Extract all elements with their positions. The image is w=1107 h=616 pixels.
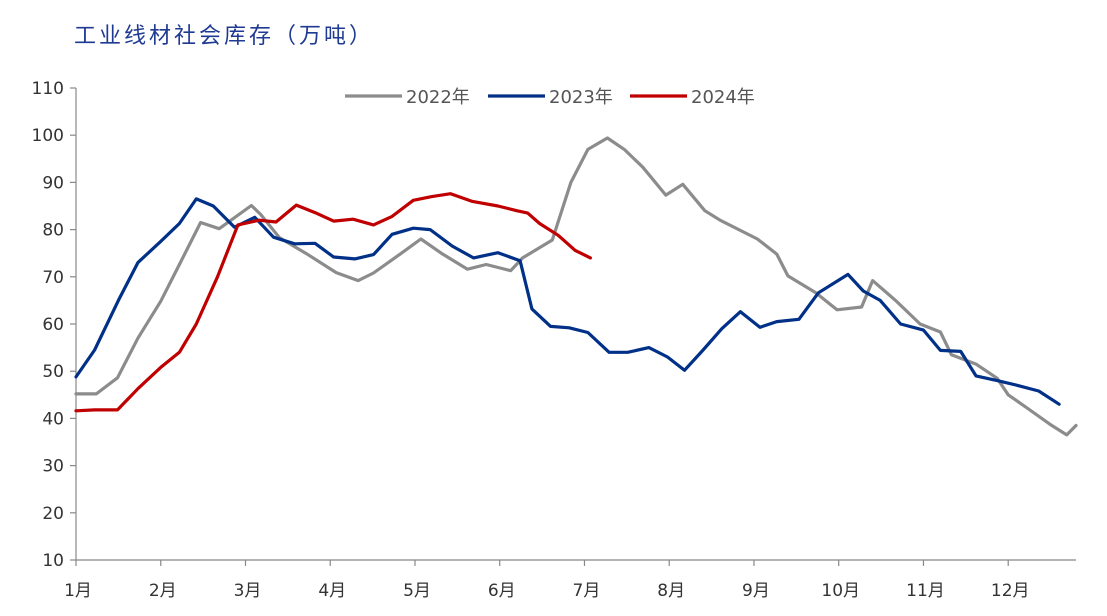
- y-tick-label: 60: [42, 315, 64, 335]
- series-line-2022年: [74, 136, 1078, 437]
- y-tick-label: 70: [42, 268, 64, 288]
- x-tick-label: 9月: [742, 581, 770, 601]
- x-tick-label: 7月: [573, 581, 601, 601]
- x-tick-label: 8月: [657, 581, 685, 601]
- legend-label: 2023年: [549, 87, 613, 108]
- y-tick-label: 100: [32, 126, 64, 146]
- series-group: [74, 136, 1078, 437]
- legend-label: 2024年: [691, 87, 755, 108]
- legend-label: 2022年: [406, 87, 470, 108]
- x-tick-label: 2月: [149, 581, 177, 601]
- y-tick-label: 10: [42, 551, 64, 571]
- y-tick-label: 80: [42, 221, 64, 241]
- x-tick-label: 4月: [318, 581, 346, 601]
- x-tick-label: 12月: [991, 581, 1030, 601]
- x-tick-label: 11月: [906, 581, 945, 601]
- y-tick-label: 90: [42, 173, 64, 193]
- y-tick-label: 40: [42, 409, 64, 429]
- x-tick-label: 1月: [64, 581, 92, 601]
- x-tick-label: 6月: [488, 581, 516, 601]
- y-tick-label: 20: [42, 504, 64, 524]
- legend: 2022年 2023年 2024年: [345, 87, 755, 108]
- series-line-2024年: [74, 192, 592, 413]
- chart-title: 工业线材社会库存（万吨）: [74, 24, 375, 49]
- x-tick-label: 10月: [821, 581, 860, 601]
- x-tick-label: 3月: [234, 581, 262, 601]
- y-tick-label: 110: [32, 79, 64, 99]
- x-tick-label: 5月: [403, 581, 431, 601]
- y-tick-label: 30: [42, 457, 64, 477]
- axes: 10 20 30 40 50 60 70 80 90 100 110 1月 2月 3月 4月 5月 6月 7月 8月…: [32, 79, 1076, 601]
- y-tick-label: 50: [42, 362, 64, 382]
- series-line-2023年: [74, 197, 1061, 406]
